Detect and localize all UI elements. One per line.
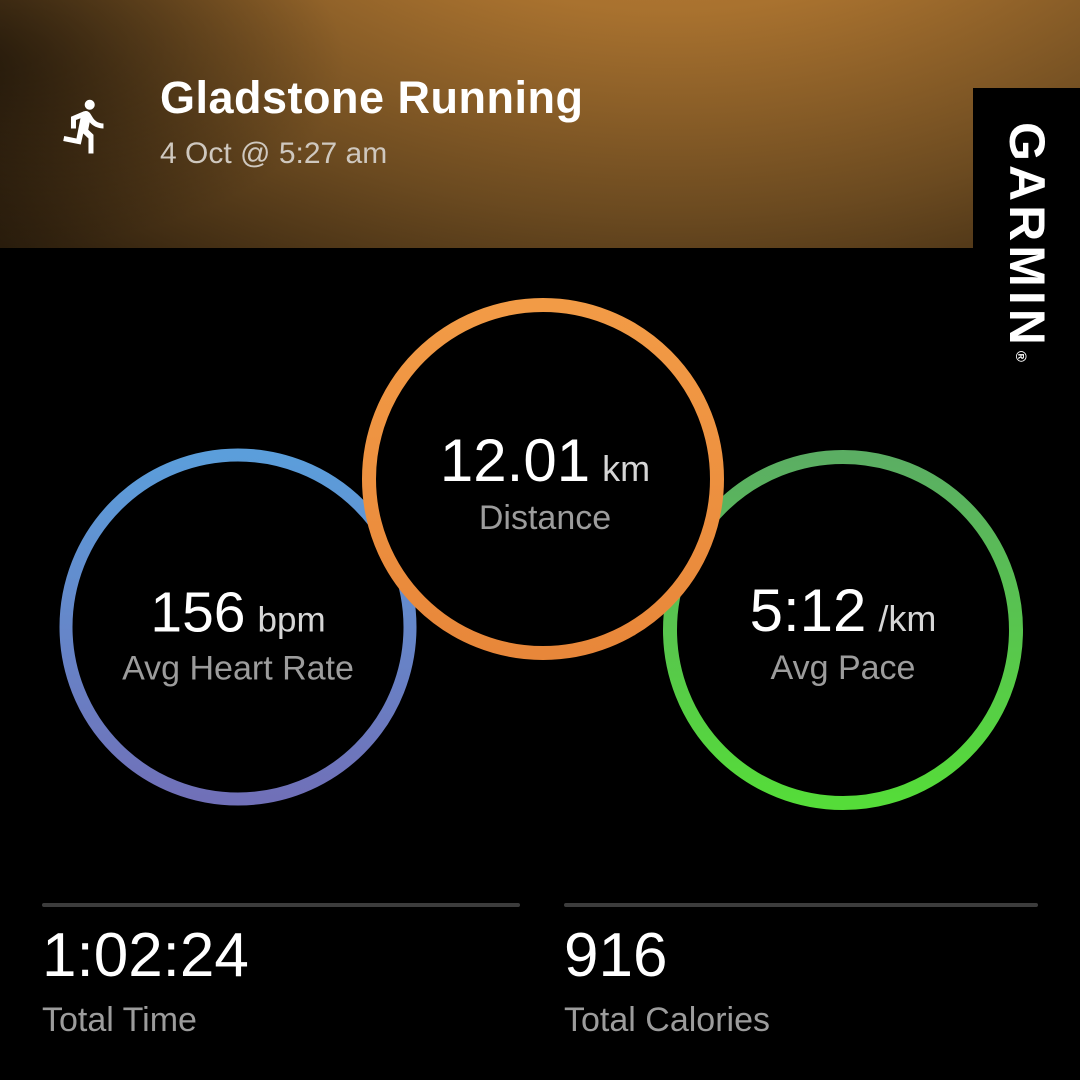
header: Gladstone Running 4 Oct @ 5:27 am <box>160 72 583 171</box>
heart-rate-label: Avg Heart Rate <box>122 649 354 688</box>
pace-unit: /km <box>878 598 937 639</box>
pace-value: 5:12 <box>749 577 867 644</box>
activity-datetime: 4 Oct @ 5:27 am <box>160 136 388 170</box>
total-time-block: 1:02:24 Total Time <box>42 903 520 1040</box>
pace-stat: 5:12 /km Avg Pace <box>750 576 937 688</box>
total-time-value: 1:02:24 <box>42 921 249 990</box>
distance-label: Distance <box>478 499 612 537</box>
distance-unit: km <box>602 448 651 489</box>
pace-label: Avg Pace <box>770 649 916 687</box>
total-calories-block: 916 Total Calories <box>564 903 1038 1040</box>
divider <box>564 903 1038 907</box>
distance-value: 12.01 <box>439 427 591 494</box>
heart-rate-ring <box>59 448 417 806</box>
top-glow-gradient <box>0 0 1080 248</box>
divider <box>42 903 520 907</box>
total-time-label: Total Time <box>42 1001 197 1039</box>
heart-rate-value: 156 <box>150 580 246 645</box>
pace-ring <box>663 450 1023 810</box>
activity-title: Gladstone Running <box>160 72 584 123</box>
distance-stat: 12.01 km Distance <box>440 426 650 538</box>
garmin-logo-box: GARMIN® <box>973 88 1080 395</box>
runner-icon <box>63 99 104 154</box>
total-calories-value: 916 <box>564 921 668 990</box>
total-calories-label: Total Calories <box>564 1001 770 1039</box>
heart-rate-unit: bpm <box>257 600 326 640</box>
distance-ring <box>362 298 724 660</box>
heart-rate-stat: 156 bpm Avg Heart Rate <box>122 580 354 689</box>
